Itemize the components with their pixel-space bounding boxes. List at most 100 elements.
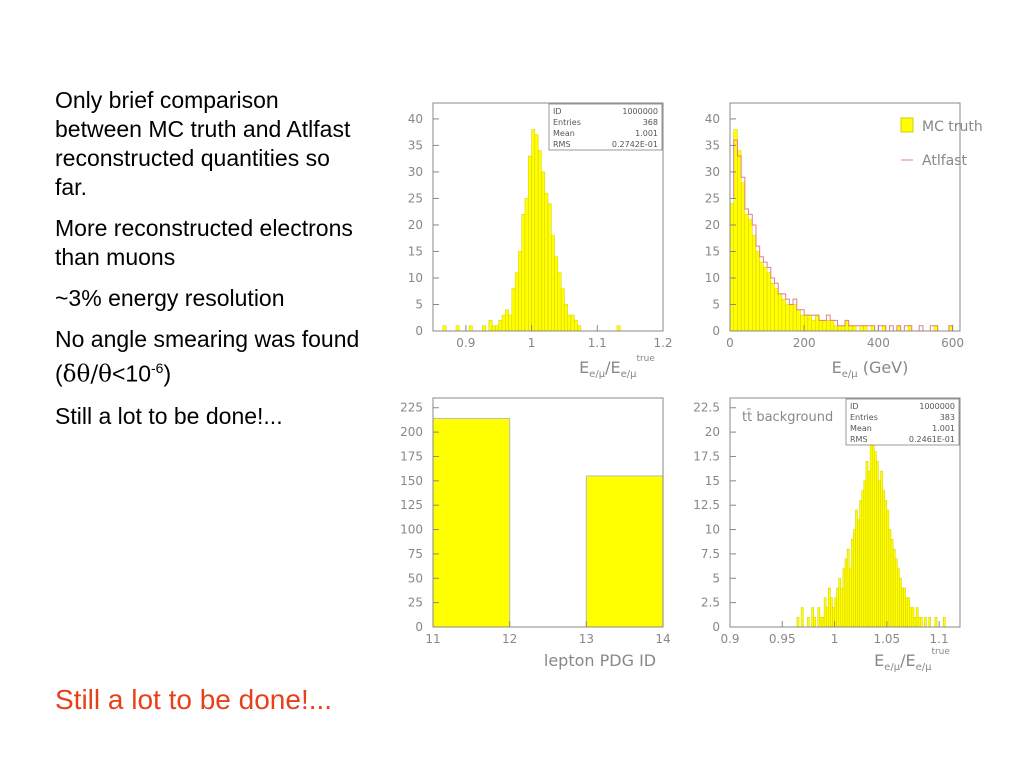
y-tick-label-7: 35 [408,138,423,152]
bar-18 [796,309,801,332]
stats-value-3: 0.2461E-01 [909,435,955,444]
x-tick-label-3: 600 [941,336,964,350]
bar-44 [577,325,582,332]
bullet-angle-exp: -6 [150,360,164,376]
bar-36 [863,325,868,332]
stats-value-2: 1.001 [635,129,658,138]
bar-38 [870,325,875,332]
y-tick-label-2: 50 [408,571,423,585]
bullet-list: Only brief comparison between MC truth a… [55,86,365,443]
stats-key-3: RMS [553,140,571,149]
y-tick-label-8: 20 [705,425,720,439]
bar-42 [570,314,575,332]
y-tick-label-1: 25 [408,596,423,610]
y-tick-label-2: 5 [712,571,720,585]
x-axis-label: Ee/μ (GeV) [832,358,909,380]
y-tick-label-7: 35 [705,138,720,152]
bar-30 [841,325,846,332]
chart-lepton-pdg: 0 25 50 75 100 125 150 175 200 225 11 12 13 14 lepton … [400,397,671,670]
bar-25 [822,320,827,332]
bar-0 [432,417,511,628]
bar-77 [890,539,894,628]
bar-26 [826,320,831,332]
bar-17 [792,304,798,332]
stats-value-2: 1.001 [932,424,955,433]
bar-39 [560,288,565,332]
y-tick-label-9: 225 [400,401,423,415]
y-tick-label-3: 15 [705,244,720,258]
bar-8 [759,261,764,332]
bar-21 [501,314,506,332]
bar-102 [943,617,946,628]
x-tick-label-3: 1.05 [873,632,900,646]
bar-85 [907,597,911,628]
bar-24 [511,288,516,332]
y-tick-label-1: 2.5 [701,596,720,610]
bar-15 [482,325,486,332]
y-tick-label-2: 10 [408,271,423,285]
x-axis-label: Ee/μ/Ee/μtrue [874,647,950,673]
bar-84 [905,597,908,628]
y-tick-label-4: 10 [705,523,720,537]
bullet-comparison: Only brief comparison between MC truth a… [55,87,351,200]
atlfast-line [730,139,960,332]
bar-80 [897,568,900,628]
x-tick-label-1: 0.95 [769,632,796,646]
bar-71 [878,480,881,628]
bar-27 [829,320,835,332]
y-tick-label-6: 150 [400,474,423,488]
y-tick-label-5: 12.5 [693,498,720,512]
bar-18 [491,325,496,332]
bar-37 [807,617,810,628]
bar-47 [828,587,831,628]
x-tick-label-1: 12 [502,632,517,646]
bar-52 [838,578,842,628]
bar-34 [800,607,804,628]
bar-40 [564,304,568,332]
bar-35 [859,325,864,332]
bar-31 [534,134,539,332]
bar-0 [729,203,734,332]
y-tick-label-3: 75 [408,547,423,561]
y-tick-label-0: 0 [712,620,720,634]
y-tick-label-2: 10 [705,271,720,285]
bar-12 [774,288,779,332]
bullet-angle: No angle smearing was found (δθ/θ<10-6) [55,325,365,390]
bar-60 [855,509,858,628]
bar-39 [811,607,814,628]
bar-23 [815,314,820,332]
y-tick-label-8: 40 [408,112,423,126]
bar-34 [544,192,549,332]
y-tick-label-6: 15 [705,474,720,488]
bar-36 [551,235,555,332]
chart-energy-ratio: 0 5 10 15 20 25 30 35 40 0.9 1 1.1 1.2 Ee/μ/Ee/μtrue I… [408,102,673,380]
bar-1 [585,475,664,628]
bar-7 [455,325,460,332]
stats-value-1: 383 [940,413,955,422]
bar-61 [857,519,860,628]
bar-22 [811,320,816,332]
y-tick-label-1: 5 [712,297,720,311]
bar-5 [748,219,753,332]
bar-75 [886,509,890,628]
bar-88 [913,617,917,628]
bar-2 [737,150,742,332]
bar-90 [917,617,921,628]
bar-43 [574,320,578,332]
bar-24 [818,320,823,332]
bar-87 [911,607,915,628]
stats-value-1: 368 [643,118,658,127]
stats-key-1: Entries [850,413,878,422]
bar-76 [888,529,892,628]
bar-41 [881,325,887,332]
stats-key-1: Entries [553,118,581,127]
bar-73 [882,490,885,628]
bar-91 [920,617,923,628]
bar-72 [880,470,883,628]
plot-frame [432,397,664,628]
bar-67 [869,441,873,628]
bullet-angle-prefix: No angle smearing was found ( [55,326,360,387]
bar-68 [871,422,875,628]
bar-27 [521,214,526,332]
